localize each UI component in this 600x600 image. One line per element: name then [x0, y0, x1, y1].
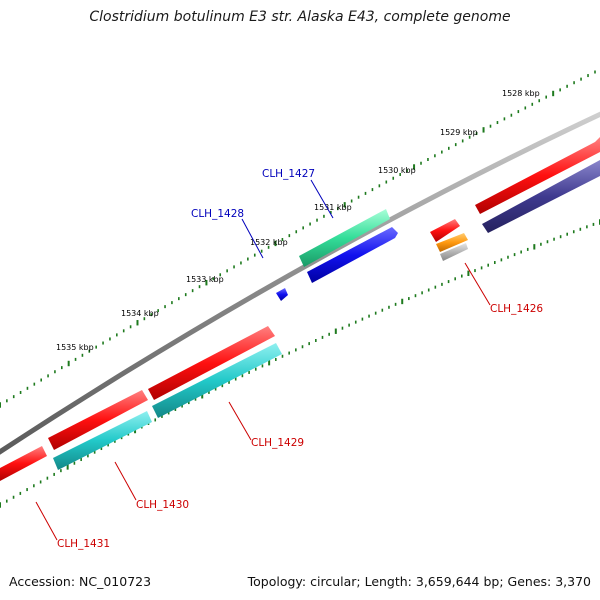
kbp-label-1528: 1528 kbp — [502, 89, 540, 98]
cds-teal-1430[interactable] — [53, 411, 152, 470]
cds-reverse-navy[interactable] — [482, 160, 600, 233]
cds-teal-1429[interactable] — [152, 343, 282, 418]
kbp-label-1533: 1533 kbp — [186, 275, 224, 284]
genome-backbone — [0, 111, 600, 455]
cds-clh-1429[interactable] — [148, 326, 275, 400]
cds-clh-1428-block[interactable] — [307, 227, 398, 283]
cds-forward-right[interactable] — [475, 137, 600, 214]
genome-summary-text: Topology: circular; Length: 3,659,644 bp… — [247, 574, 591, 589]
kbp-label-1534: 1534 kbp — [121, 309, 159, 318]
cds-small-orange[interactable] — [436, 233, 468, 252]
cds-clh-1427[interactable] — [299, 209, 390, 267]
cds-clh-1430[interactable] — [48, 390, 148, 450]
kbp-label-1530: 1530 kbp — [378, 166, 416, 175]
kbp-label-1535: 1535 kbp — [56, 343, 94, 352]
clh-1427-label: CLH_1427 — [262, 168, 315, 180]
clh-1428-leader — [241, 218, 264, 259]
clh-1429-leader — [228, 401, 252, 441]
map-title: Clostridium botulinum E3 str. Alaska E43… — [89, 9, 511, 25]
kbp-label-1532: 1532 kbp — [250, 238, 288, 247]
accession-text: Accession: NC_010723 — [9, 574, 152, 589]
kbp-label-1531: 1531 kbp — [314, 203, 352, 212]
ruler-tick-ring — [0, 70, 596, 408]
clh-1430-leader — [114, 461, 137, 501]
clh-1426-leader — [464, 262, 491, 306]
cds-clh-1428[interactable] — [276, 288, 288, 301]
clh-1430-label: CLH_1430 — [136, 499, 189, 511]
cds-small-gray[interactable] — [440, 243, 468, 261]
cds-clh-1426[interactable] — [430, 219, 460, 242]
clh-1427-leader — [310, 179, 334, 219]
inner-tick-ring — [0, 219, 600, 508]
clh-1431-leader — [35, 501, 58, 541]
clh-1431-label: CLH_1431 — [57, 538, 110, 550]
cds-clh-1431[interactable] — [0, 446, 47, 481]
clh-1428-label: CLH_1428 — [191, 208, 244, 220]
clh-1429-label: CLH_1429 — [251, 437, 304, 449]
clh-1426-label: CLH_1426 — [490, 303, 543, 315]
kbp-label-1529: 1529 kbp — [440, 128, 478, 137]
